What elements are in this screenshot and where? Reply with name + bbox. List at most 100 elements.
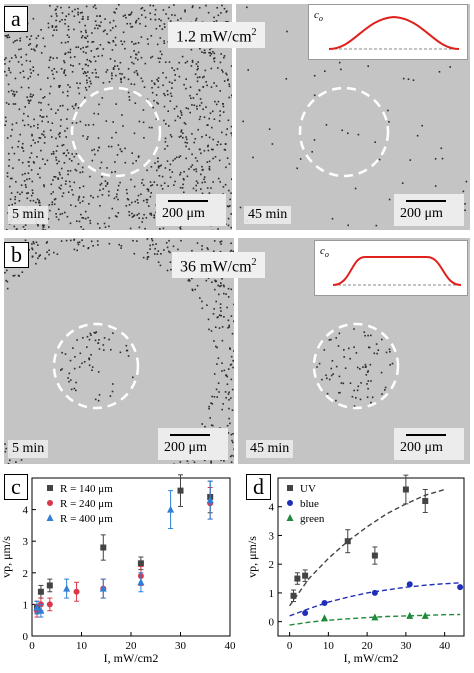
particle	[5, 117, 7, 119]
particle	[14, 95, 16, 97]
particle	[131, 41, 133, 43]
particle	[21, 184, 23, 186]
particle	[77, 8, 79, 10]
particle	[167, 110, 169, 112]
particle	[220, 282, 222, 284]
particle	[88, 358, 90, 360]
particle	[33, 119, 35, 121]
particle	[360, 399, 362, 401]
particle	[37, 127, 39, 129]
particle	[205, 70, 207, 72]
particle	[144, 86, 146, 88]
particle	[86, 138, 88, 140]
particle	[120, 81, 122, 83]
particle	[232, 389, 234, 391]
particle	[147, 238, 149, 240]
particle	[37, 173, 39, 175]
particle	[68, 26, 70, 28]
particle	[87, 65, 89, 67]
particle	[143, 200, 145, 202]
particle	[31, 96, 33, 98]
particle	[124, 148, 126, 150]
data-point	[291, 593, 297, 599]
particle	[224, 55, 226, 57]
particle	[449, 66, 451, 68]
particle	[29, 178, 31, 180]
particle	[137, 202, 139, 204]
particle	[55, 20, 57, 22]
particle	[41, 116, 43, 118]
particle	[39, 255, 41, 257]
particle	[157, 44, 159, 46]
particle	[5, 451, 7, 453]
particle	[164, 106, 166, 108]
particle	[221, 69, 223, 71]
particle	[232, 442, 234, 444]
particle	[163, 9, 165, 11]
intensity-label-b: 36 mW/cm2	[172, 252, 265, 278]
particle	[231, 126, 232, 128]
particle	[46, 116, 48, 118]
particle	[98, 371, 100, 373]
particle	[151, 127, 153, 129]
particle	[212, 158, 214, 160]
particle	[158, 261, 160, 263]
particle	[225, 293, 227, 295]
particles	[316, 328, 393, 407]
particle	[218, 15, 220, 17]
particle	[51, 136, 53, 138]
particle	[55, 26, 57, 28]
particle	[105, 226, 107, 228]
particle	[124, 48, 126, 50]
profile-curve	[315, 241, 467, 295]
particle	[9, 460, 11, 462]
particle	[90, 223, 92, 225]
particle	[171, 95, 173, 97]
time-label: 45 min	[246, 440, 293, 458]
particle	[171, 82, 173, 84]
particle	[164, 42, 166, 44]
particle	[160, 265, 162, 267]
particle	[149, 13, 151, 15]
data-point	[372, 553, 378, 559]
particle	[223, 285, 225, 287]
particle	[119, 182, 121, 184]
particle	[171, 136, 173, 138]
particle	[195, 157, 197, 159]
particle	[54, 203, 56, 205]
x-axis-label: I, mW/cm2	[344, 651, 399, 665]
particle	[47, 121, 49, 123]
particle	[101, 176, 103, 178]
particle	[151, 87, 153, 89]
particle	[33, 241, 35, 243]
particle	[217, 67, 219, 69]
particle	[138, 52, 140, 54]
particle	[103, 344, 105, 346]
particle	[339, 392, 341, 394]
particle	[165, 123, 167, 125]
particle	[74, 368, 76, 370]
particle	[24, 106, 26, 108]
particle	[19, 134, 21, 136]
particle	[12, 167, 14, 169]
particle	[348, 348, 350, 350]
particle	[197, 61, 199, 63]
particle	[64, 212, 66, 214]
particle	[286, 31, 288, 33]
particle	[82, 68, 84, 70]
particle	[195, 20, 197, 22]
particle	[204, 116, 206, 118]
particle	[230, 132, 232, 134]
particle	[117, 154, 119, 156]
particle	[98, 77, 100, 79]
particle	[210, 461, 212, 463]
particle	[135, 57, 137, 59]
particle	[124, 41, 126, 43]
particle	[217, 144, 219, 146]
particle	[228, 320, 230, 322]
particle	[374, 141, 376, 143]
particle	[187, 61, 189, 63]
particle	[49, 210, 51, 212]
particle	[80, 12, 82, 14]
particle	[143, 184, 145, 186]
